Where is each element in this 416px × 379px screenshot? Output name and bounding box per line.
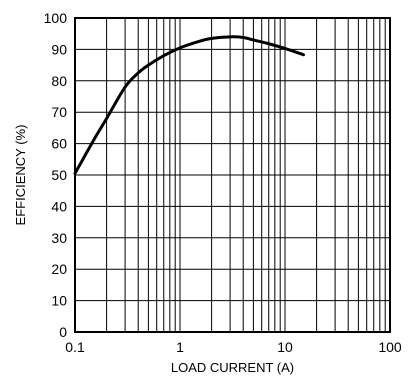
plot-frame	[74, 17, 391, 333]
y-tick-label: 20	[51, 261, 67, 277]
y-tick-label: 0	[59, 324, 67, 340]
x-tick-label: 1	[176, 339, 184, 355]
y-tick-label: 70	[51, 104, 67, 120]
y-tick-label: 10	[51, 293, 67, 309]
y-tick-label: 90	[51, 41, 67, 57]
x-axis-title: LOAD CURRENT (A)	[171, 360, 294, 375]
x-tick-label: 0.1	[65, 339, 85, 355]
efficiency-curve	[73, 35, 305, 175]
y-axis-title: EFFICIENCY (%)	[13, 125, 28, 226]
y-tick-label: 50	[51, 167, 67, 183]
x-tick-labels: 0.1 1 10 100	[65, 339, 402, 355]
y-tick-label: 60	[51, 136, 67, 152]
y-tick-label: 40	[51, 198, 67, 214]
y-tick-label: 100	[44, 10, 68, 26]
y-tick-label: 80	[51, 73, 67, 89]
y-tick-labels: 0 10 20 30 40 50 60 70 80 90 100	[44, 10, 68, 340]
grid	[75, 18, 390, 332]
x-tick-label: 100	[378, 339, 402, 355]
y-tick-label: 30	[51, 230, 67, 246]
x-tick-label: 10	[277, 339, 293, 355]
